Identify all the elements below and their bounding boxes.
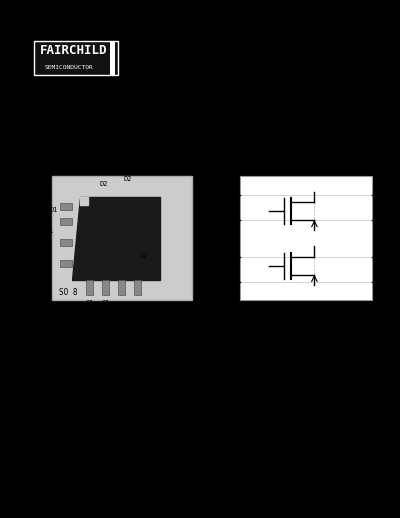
Bar xyxy=(60,239,72,246)
Text: 8: 8 xyxy=(222,277,226,286)
Text: D2: D2 xyxy=(100,181,108,187)
Text: D1: D1 xyxy=(46,227,54,234)
FancyBboxPatch shape xyxy=(34,41,118,75)
Bar xyxy=(134,280,141,295)
Text: 7: 7 xyxy=(222,252,226,262)
Text: SEMICONDUCTOR: SEMICONDUCTOR xyxy=(44,65,93,70)
Bar xyxy=(60,260,72,267)
Text: 1: 1 xyxy=(386,277,390,286)
Text: G2: G2 xyxy=(140,253,148,260)
Text: S1: S1 xyxy=(85,300,94,306)
FancyBboxPatch shape xyxy=(52,176,192,300)
Text: D2: D2 xyxy=(124,176,132,182)
Text: SO 8: SO 8 xyxy=(59,288,77,297)
Polygon shape xyxy=(72,197,160,280)
Bar xyxy=(118,280,125,295)
Text: 3: 3 xyxy=(386,215,390,224)
FancyBboxPatch shape xyxy=(240,176,372,300)
Bar xyxy=(86,280,93,295)
Text: FAIRCHILD: FAIRCHILD xyxy=(40,44,108,57)
Text: 5: 5 xyxy=(222,190,226,199)
Bar xyxy=(60,218,72,225)
Text: G1: G1 xyxy=(101,300,110,306)
Bar xyxy=(102,280,109,295)
Text: 6: 6 xyxy=(222,215,226,224)
Text: 4: 4 xyxy=(386,190,390,199)
Bar xyxy=(60,203,72,210)
Text: D1: D1 xyxy=(50,207,58,213)
Bar xyxy=(110,41,115,75)
Text: 2: 2 xyxy=(386,252,390,262)
Polygon shape xyxy=(72,197,88,205)
Text: S2: S2 xyxy=(117,301,126,308)
